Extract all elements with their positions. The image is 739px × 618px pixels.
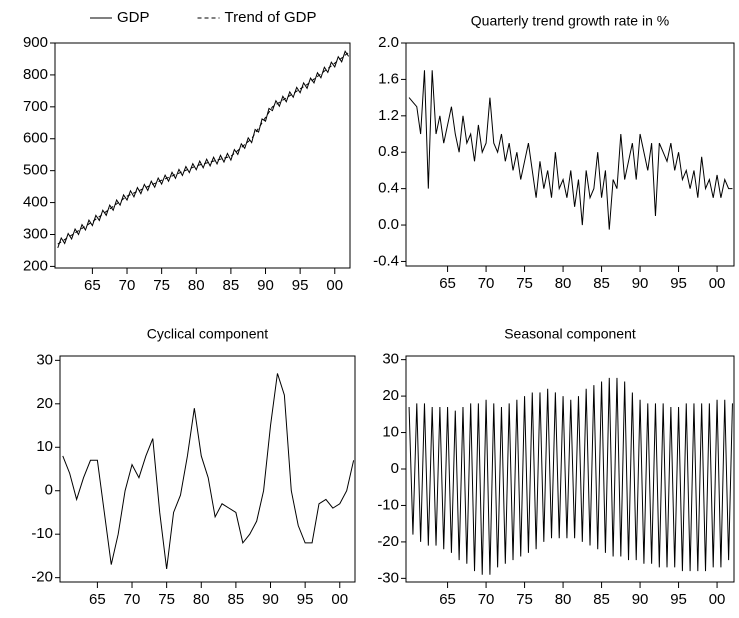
- plot-frame: [59, 355, 356, 583]
- y-tick-label: 400: [23, 194, 48, 211]
- y-tick-label: 600: [23, 130, 48, 147]
- x-tick-label: 00: [709, 275, 726, 292]
- y-tick-label: 200: [23, 257, 48, 274]
- plot-frame: [54, 42, 351, 269]
- x-tick-label: 65: [84, 277, 101, 294]
- y-tick-label: -30: [377, 569, 399, 586]
- y-tick-label: 0.4: [378, 180, 399, 197]
- x-tick-label: 95: [670, 275, 687, 292]
- y-tick-label: 800: [23, 66, 48, 83]
- y-tick-label: -0.4: [373, 252, 399, 269]
- y-tick-label: 1.6: [378, 70, 399, 87]
- x-tick-label: 80: [193, 591, 210, 608]
- y-tick-label: 0: [391, 460, 399, 477]
- y-tick-label: 0.0: [378, 216, 399, 233]
- series-line: [57, 52, 349, 245]
- y-tick-label: 1.2: [378, 107, 399, 124]
- legend-label: Trend of GDP: [225, 9, 317, 26]
- y-tick-label: 300: [23, 225, 48, 242]
- x-tick-label: 90: [632, 591, 649, 608]
- y-tick-label: 20: [36, 395, 53, 412]
- x-tick-label: 85: [593, 275, 610, 292]
- y-tick-label: 0: [45, 482, 53, 499]
- x-tick-label: 00: [326, 277, 343, 294]
- x-tick-label: 65: [439, 275, 456, 292]
- x-tick-label: 65: [89, 591, 106, 608]
- x-tick-label: 95: [292, 277, 309, 294]
- x-tick-label: 75: [158, 591, 175, 608]
- series-line: [57, 50, 350, 249]
- y-tick-label: -10: [31, 525, 53, 542]
- x-tick-label: 75: [516, 275, 533, 292]
- x-tick-label: 70: [478, 591, 495, 608]
- x-tick-label: 80: [555, 275, 572, 292]
- y-tick-label: 0.8: [378, 143, 399, 160]
- y-tick-label: 20: [382, 387, 399, 404]
- series-line: [408, 70, 733, 230]
- x-tick-label: 70: [119, 277, 136, 294]
- x-tick-label: 90: [257, 277, 274, 294]
- x-tick-label: 80: [188, 277, 205, 294]
- series-line: [62, 373, 355, 570]
- y-tick-label: 30: [382, 351, 399, 368]
- y-tick-label: 2.0: [378, 34, 399, 51]
- y-tick-label: 30: [36, 351, 53, 368]
- y-tick-label: 500: [23, 162, 48, 179]
- chart-title: Cyclical component: [147, 326, 268, 342]
- y-tick-label: 700: [23, 98, 48, 115]
- x-tick-label: 95: [670, 591, 687, 608]
- x-tick-label: 75: [153, 277, 170, 294]
- x-tick-label: 85: [593, 591, 610, 608]
- x-tick-label: 90: [632, 275, 649, 292]
- chart-title: Seasonal component: [504, 326, 636, 342]
- x-tick-label: 75: [516, 591, 533, 608]
- x-tick-label: 65: [439, 591, 456, 608]
- x-tick-label: 00: [331, 591, 348, 608]
- y-tick-label: -20: [377, 533, 399, 550]
- y-tick-label: -10: [377, 496, 399, 513]
- y-tick-label: 10: [382, 424, 399, 441]
- x-tick-label: 90: [262, 591, 279, 608]
- x-tick-label: 70: [124, 591, 141, 608]
- y-tick-label: 900: [23, 34, 48, 51]
- y-tick-label: 10: [36, 438, 53, 455]
- x-tick-label: 00: [709, 591, 726, 608]
- x-tick-label: 80: [555, 591, 572, 608]
- legend-label: GDP: [117, 9, 150, 26]
- series-line: [408, 377, 733, 575]
- x-tick-label: 85: [223, 277, 240, 294]
- y-tick-label: -20: [31, 569, 53, 586]
- x-tick-label: 95: [297, 591, 314, 608]
- x-tick-label: 70: [478, 275, 495, 292]
- plot-frame: [405, 42, 735, 267]
- x-tick-label: 85: [228, 591, 245, 608]
- chart-title: Quarterly trend growth rate in %: [471, 13, 669, 29]
